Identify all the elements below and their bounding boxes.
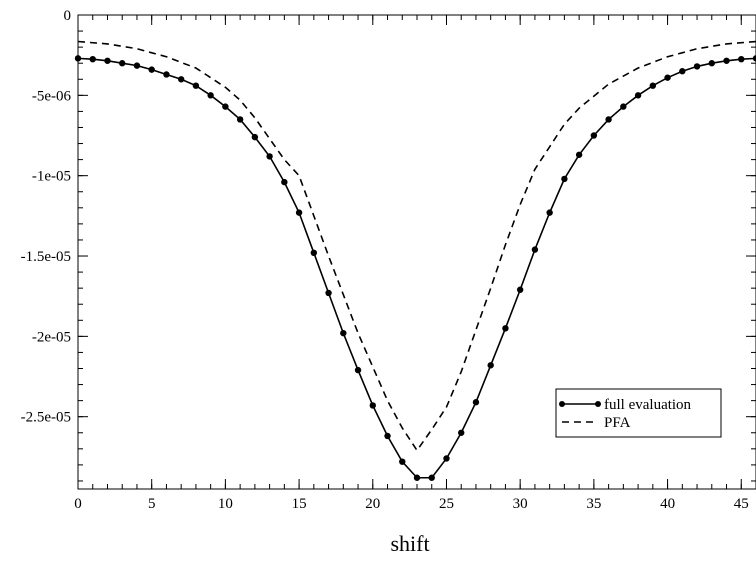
data-point	[723, 57, 730, 64]
series-line	[77, 40, 756, 452]
data-point	[207, 92, 214, 99]
legend-sample-marker	[559, 401, 565, 407]
y-tick-label: -1.5e-05	[21, 249, 71, 265]
y-tick-label: -2e-05	[32, 329, 71, 345]
y-tick-label: -1e-05	[32, 169, 71, 185]
x-tick-label: 45	[734, 496, 749, 512]
data-point	[133, 62, 141, 69]
data-point	[738, 55, 745, 63]
data-point	[472, 399, 480, 406]
legend-items: full evaluation PFA	[559, 397, 692, 431]
data-point	[487, 362, 494, 369]
legend: full evaluation PFA	[555, 388, 722, 438]
data-point	[531, 246, 539, 253]
data-point	[104, 57, 111, 64]
data-point	[74, 55, 82, 62]
data-point	[590, 132, 598, 139]
data-point	[708, 60, 715, 67]
series-layer	[74, 40, 756, 481]
data-point	[443, 455, 450, 462]
data-point	[649, 82, 657, 89]
data-point	[119, 60, 126, 67]
data-point	[222, 103, 229, 110]
data-point	[163, 71, 170, 78]
data-point	[369, 402, 376, 409]
x-tick-label: 40	[660, 496, 675, 512]
data-point	[325, 289, 332, 297]
data-point	[89, 55, 96, 63]
x-tick-label: 30	[513, 496, 528, 512]
data-point	[516, 286, 524, 293]
series-pfa	[77, 40, 756, 452]
legend-label: full evaluation	[604, 397, 692, 413]
data-point	[340, 329, 347, 337]
data-point	[679, 68, 686, 75]
x-tick-label: 15	[292, 496, 307, 512]
data-point	[236, 116, 244, 123]
series-full-evaluation	[74, 55, 756, 481]
data-point	[428, 474, 435, 481]
data-point	[310, 249, 318, 257]
data-point	[693, 63, 701, 70]
data-point	[251, 133, 259, 141]
data-point	[399, 458, 406, 465]
x-tick-label: 5	[148, 496, 156, 512]
data-point	[502, 325, 509, 332]
axis-tick-labels: 0 5 10 15 20 25 30 35 40 45 0 -5e-06 -1e-05 -1.5e-05 -…	[21, 8, 749, 512]
data-point	[546, 209, 553, 216]
y-tick-label: 0	[64, 8, 72, 24]
legend-label: PFA	[604, 415, 631, 431]
data-point	[634, 92, 642, 99]
data-point	[177, 76, 185, 83]
x-tick-label: 25	[439, 496, 454, 512]
data-point	[752, 55, 756, 62]
data-point	[295, 209, 303, 216]
data-point	[458, 429, 465, 436]
y-tick-label: -5e-06	[32, 88, 72, 104]
x-axis-title: shift	[390, 531, 429, 556]
y-tick-label: -2.5e-05	[21, 410, 71, 426]
data-point	[384, 432, 391, 440]
legend-box	[555, 388, 722, 438]
data-point	[148, 66, 155, 73]
data-point	[620, 103, 627, 110]
x-tick-label: 35	[586, 496, 601, 512]
data-point	[664, 74, 671, 81]
data-point	[561, 175, 568, 183]
data-point	[605, 116, 612, 123]
data-point	[281, 178, 288, 186]
x-tick-label: 10	[218, 496, 233, 512]
data-point	[354, 366, 362, 374]
data-point	[575, 151, 583, 158]
legend-sample-marker	[595, 401, 601, 407]
axis-ticks	[77, 14, 756, 489]
data-point	[266, 153, 273, 160]
data-point	[192, 82, 200, 89]
data-point	[413, 474, 421, 481]
x-tick-label: 0	[74, 496, 82, 512]
x-tick-label: 20	[365, 496, 380, 512]
